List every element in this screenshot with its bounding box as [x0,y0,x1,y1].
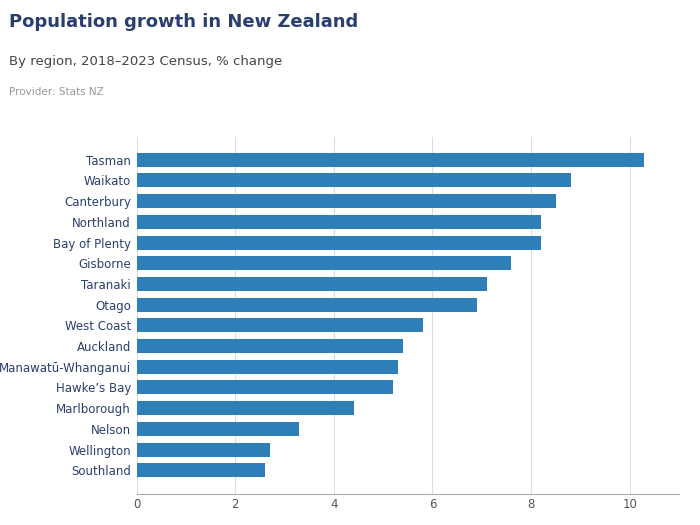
Bar [136,153,645,167]
Bar [136,173,570,187]
Bar [136,215,541,229]
Bar [136,422,300,436]
Bar [136,401,354,415]
Bar [136,298,477,312]
Text: Population growth in New Zealand: Population growth in New Zealand [9,13,358,31]
Bar [136,194,556,208]
Text: Provider: Stats NZ: Provider: Stats NZ [9,87,104,97]
Bar [136,360,398,374]
Bar [136,236,541,249]
Bar [136,339,402,353]
Bar [136,463,265,477]
Bar [136,277,486,291]
Text: By region, 2018–2023 Census, % change: By region, 2018–2023 Census, % change [9,55,282,68]
Bar [136,318,423,332]
Bar [136,443,270,457]
Text: figure.nz: figure.nz [580,19,664,36]
Bar [136,381,393,394]
Bar [136,256,511,270]
